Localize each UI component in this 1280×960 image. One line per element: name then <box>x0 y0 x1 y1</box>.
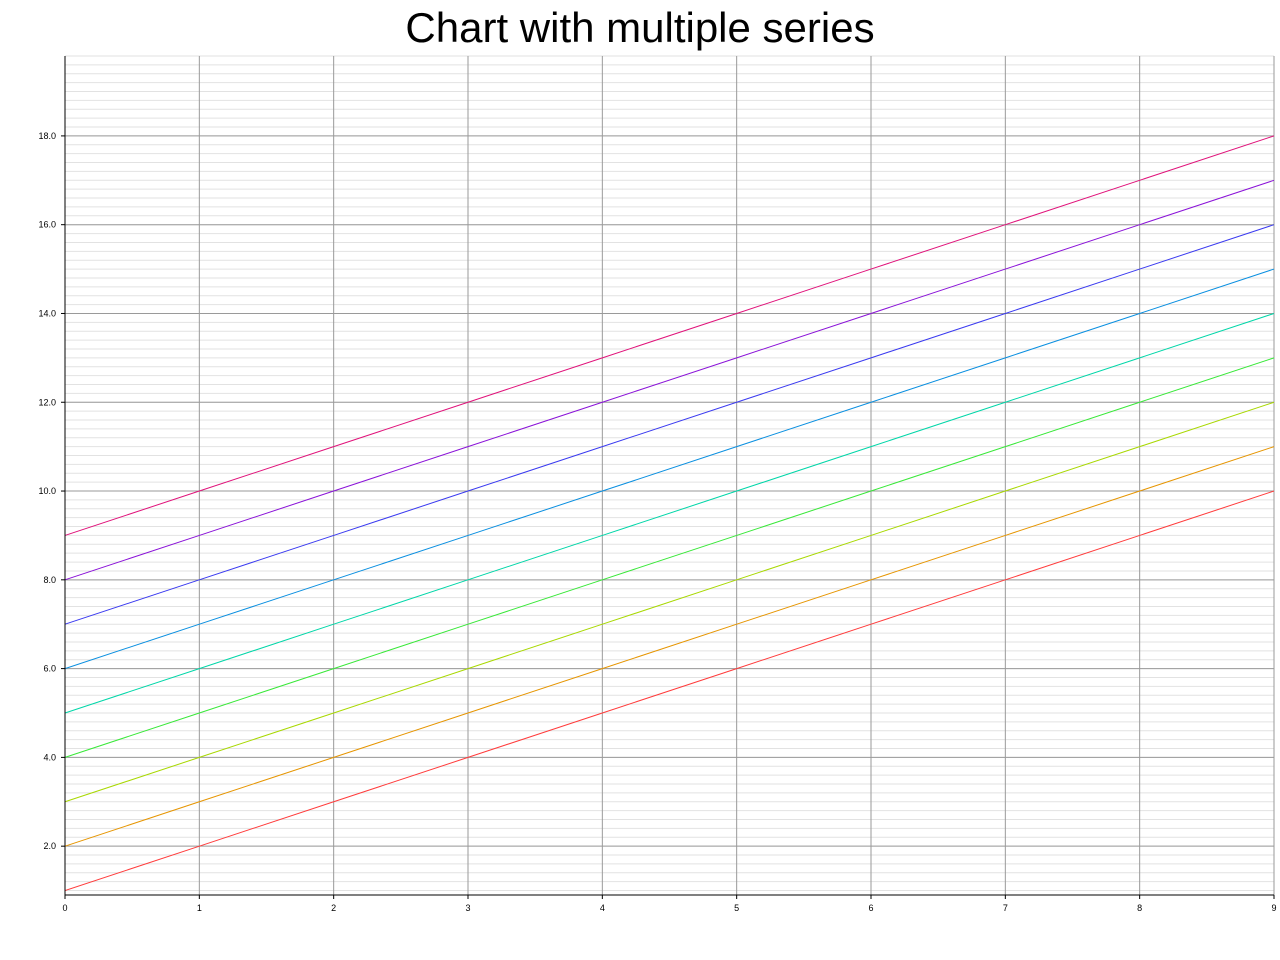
y-tick-label: 8.0 <box>43 575 56 585</box>
major-gridlines <box>64 56 1275 895</box>
x-tick-label: 7 <box>1003 903 1008 913</box>
y-tick-label: 4.0 <box>43 752 56 762</box>
axes <box>64 56 1274 896</box>
x-tick-label: 6 <box>868 903 873 913</box>
series-lines <box>64 135 1275 892</box>
y-tick-label: 14.0 <box>38 308 56 318</box>
x-tick-label: 4 <box>600 903 605 913</box>
series-line-1 <box>64 490 1275 892</box>
series-line-8 <box>64 179 1275 581</box>
chart-title: Chart with multiple series <box>405 4 875 51</box>
x-tick-label: 8 <box>1137 903 1142 913</box>
x-tick-label: 2 <box>331 903 336 913</box>
series-line-7 <box>64 224 1275 625</box>
minor-gridlines <box>65 55 1274 892</box>
x-tick-label: 1 <box>197 903 202 913</box>
y-tick-label: 10.0 <box>38 486 56 496</box>
series-line-3 <box>64 401 1275 803</box>
y-tick-label: 16.0 <box>38 220 56 230</box>
series-line-5 <box>64 312 1275 714</box>
x-axis-ticks: 0 1 2 3 4 5 6 7 8 9 <box>62 895 1277 913</box>
series-line-2 <box>64 446 1275 847</box>
y-axis-ticks: 2.0 4.0 6.0 8.0 10.0 12.0 14.0 16.0 18.0 <box>38 131 65 851</box>
series-line-4 <box>64 357 1275 758</box>
y-tick-label: 12.0 <box>38 397 56 407</box>
y-tick-label: 2.0 <box>43 841 56 851</box>
x-tick-label: 9 <box>1271 903 1276 913</box>
x-tick-label: 0 <box>62 903 67 913</box>
series-line-9 <box>64 135 1275 536</box>
series-line-6 <box>64 268 1275 670</box>
y-tick-label: 6.0 <box>43 664 56 674</box>
y-tick-label: 18.0 <box>38 131 56 141</box>
x-tick-label: 5 <box>734 903 739 913</box>
x-tick-label: 3 <box>465 903 470 913</box>
